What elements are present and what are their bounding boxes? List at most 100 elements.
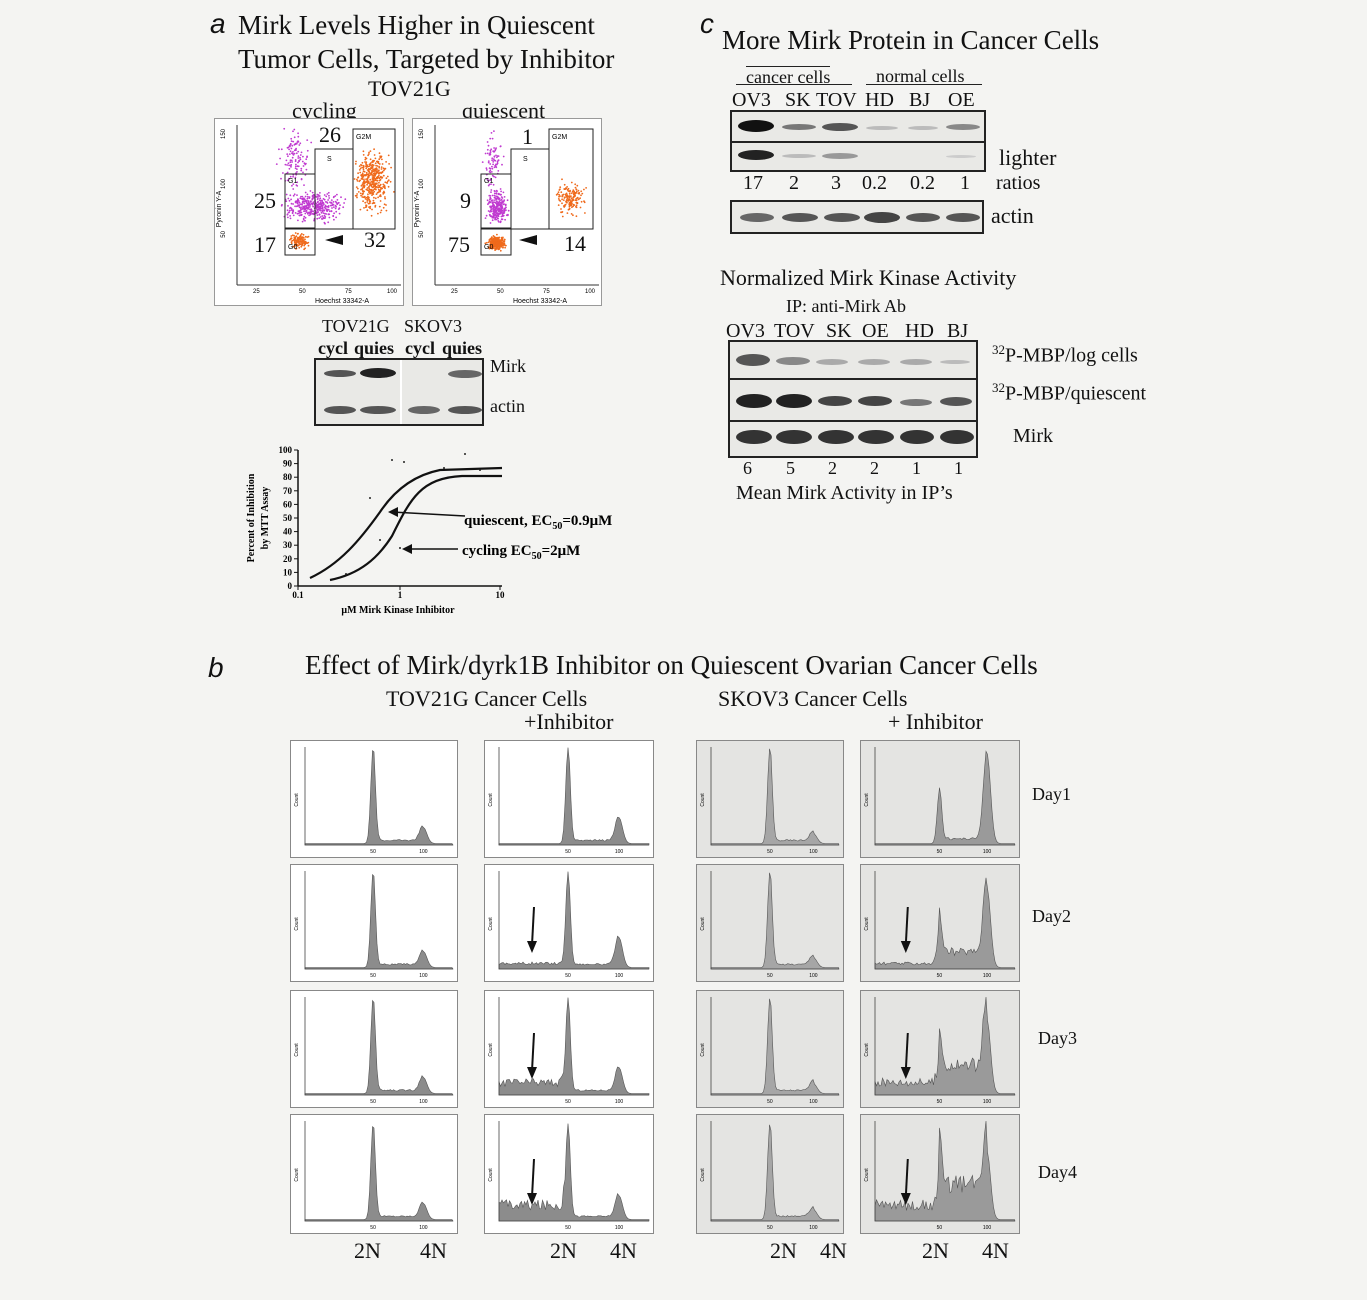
mtt-y-tick-label: 70: [283, 486, 293, 496]
x-tick-75: 75: [345, 289, 352, 295]
hist-x-tick: 100: [809, 1099, 818, 1105]
hist-x-tick: 50: [767, 1099, 773, 1105]
y-tick-50: 50: [221, 230, 227, 237]
dna-histogram-col2-day2: Count 50 100: [484, 864, 654, 982]
hist-x-tick: 50: [937, 849, 943, 855]
dna-histogram-trace: [498, 1123, 650, 1222]
hist-x-tick: 50: [370, 1225, 376, 1231]
x-tick-25: 25: [253, 289, 260, 295]
hist-y-label: Count: [700, 1043, 706, 1057]
normal-cells-label: normal cells: [876, 66, 965, 86]
panel-c-title: More Mirk Protein in Cancer Cells: [722, 25, 1100, 55]
quiescent-arrow-icon: [388, 507, 398, 517]
gate-s-label: S: [523, 156, 528, 163]
dna-histogram-trace: [304, 749, 454, 846]
x-axis-label: Hoechst 33342-A: [513, 298, 567, 305]
mtt-y-tick-label: 30: [283, 540, 293, 550]
hist-x-tick: 50: [767, 1225, 773, 1231]
debris-arrow-icon: [527, 1158, 537, 1205]
dna-histogram-trace: [874, 750, 1016, 846]
panel-b-letter: b: [208, 652, 224, 683]
activity-sk: 2: [828, 458, 837, 478]
dna-histogram-trace: [498, 997, 650, 1096]
hist-y-label: Count: [294, 793, 300, 807]
klane-oe: OE: [862, 320, 889, 342]
hist-x-tick: 100: [419, 1099, 428, 1105]
x-tick-50: 50: [497, 289, 504, 295]
hist-x-tick: 100: [983, 973, 992, 979]
gate-g1-label: G1: [288, 178, 297, 185]
klane-ov3: OV3: [726, 320, 765, 342]
mtt-y-tick-label: 20: [283, 554, 293, 564]
hist-y-label: Count: [488, 1168, 494, 1182]
gate-s-label: S: [327, 156, 332, 163]
quiescent-curve: [309, 466, 503, 579]
mtt-y-tick-label: 80: [283, 472, 293, 482]
lane-ov3: OV3: [732, 89, 771, 111]
dna-histogram-col1-day4: Count 50 100: [290, 1114, 458, 1234]
skov-label: SKOV3 Cancer Cells: [718, 686, 908, 711]
activity-hd: 1: [912, 458, 921, 478]
skov-inhibitor-label: + Inhibitor: [888, 709, 983, 734]
hist-x-tick: 100: [419, 1225, 428, 1231]
hist-x-tick: 50: [767, 973, 773, 979]
hist-x-tick: 50: [937, 1099, 943, 1105]
lane-sk: SK: [785, 89, 811, 111]
hist-x-tick: 100: [615, 973, 624, 979]
hist-x-tick: 100: [615, 849, 624, 855]
ratio-oe: 1: [960, 172, 970, 194]
x-tick-100: 100: [387, 289, 398, 295]
hist-x-tick: 50: [767, 849, 773, 855]
ratio-tov: 3: [831, 172, 841, 194]
hist-y-label: Count: [864, 1043, 870, 1057]
ratio-ov3: 17: [743, 172, 763, 194]
hist-y-label: Count: [488, 793, 494, 807]
tovi-4n-label: 4N: [610, 1238, 637, 1263]
dna-histogram-col3-day3: Count 50 100: [696, 990, 844, 1108]
dna-histogram-trace: [304, 873, 454, 970]
x-tick-100: 100: [585, 289, 596, 295]
cancer-cells-label: cancer cells: [746, 66, 831, 87]
tov-label: TOV21G Cancer Cells: [386, 686, 588, 711]
panel-a-letter: a: [210, 8, 226, 39]
dna-histogram-col3-day4: Count 50 100: [696, 1114, 844, 1234]
hist-x-tick: 50: [565, 973, 571, 979]
y-tick-100: 100: [419, 178, 425, 189]
hist-x-tick: 50: [565, 1225, 571, 1231]
y-axis-label: Pyronin Y-A: [414, 190, 421, 227]
y-tick-150: 150: [221, 128, 227, 139]
quiescent-ec50-label: quiescent, EC50=0.9μM: [464, 513, 612, 532]
panel-b-title: Effect of Mirk/dyrk1B Inhibitor on Quies…: [305, 650, 1038, 680]
hist-y-label: Count: [294, 917, 300, 931]
flow-plot-cycling: G1 S G2M G0 150 100 50 Pyronin Y-A 25 50…: [214, 118, 404, 306]
mtt-y-tick-label: 40: [283, 527, 293, 537]
dna-histogram-trace: [710, 998, 840, 1096]
cycling-s-value: 26: [319, 122, 341, 147]
day3-label: Day3: [1038, 1028, 1077, 1048]
y-tick-100: 100: [221, 178, 227, 189]
x-tick-50: 50: [299, 289, 306, 295]
ratio-sk: 2: [789, 172, 799, 194]
dna-histogram-trace: [874, 1120, 1016, 1222]
x-tick-25: 25: [451, 289, 458, 295]
mtt-x-tick-0.1: 0.1: [292, 590, 304, 600]
dna-histogram-col2-day1: Count 50 100: [484, 740, 654, 858]
dna-histogram-col1-day2: Count 50 100: [290, 864, 458, 982]
skovi-4n-label: 4N: [982, 1238, 1009, 1263]
gate-g0-label: G0: [288, 244, 297, 251]
hist-y-label: Count: [700, 917, 706, 931]
panel-c-letter: c: [700, 8, 714, 39]
y-tick-50: 50: [419, 230, 425, 237]
debris-arrow-icon: [900, 1158, 911, 1205]
day1-label: Day1: [1032, 784, 1071, 804]
klane-hd: HD: [905, 320, 934, 342]
dna-histogram-col1-day3: Count 50 100: [290, 990, 458, 1108]
blot-lane-3: cycl: [405, 338, 435, 358]
quiescent-s-value: 1: [522, 124, 533, 149]
lane-oe: OE: [948, 89, 975, 111]
hist-x-tick: 50: [565, 1099, 571, 1105]
panel-a-title-line2: Tumor Cells, Targeted by Inhibitor: [238, 44, 615, 74]
hist-y-label: Count: [294, 1043, 300, 1057]
ratios-label: ratios: [996, 172, 1041, 194]
hist-x-tick: 100: [809, 849, 818, 855]
